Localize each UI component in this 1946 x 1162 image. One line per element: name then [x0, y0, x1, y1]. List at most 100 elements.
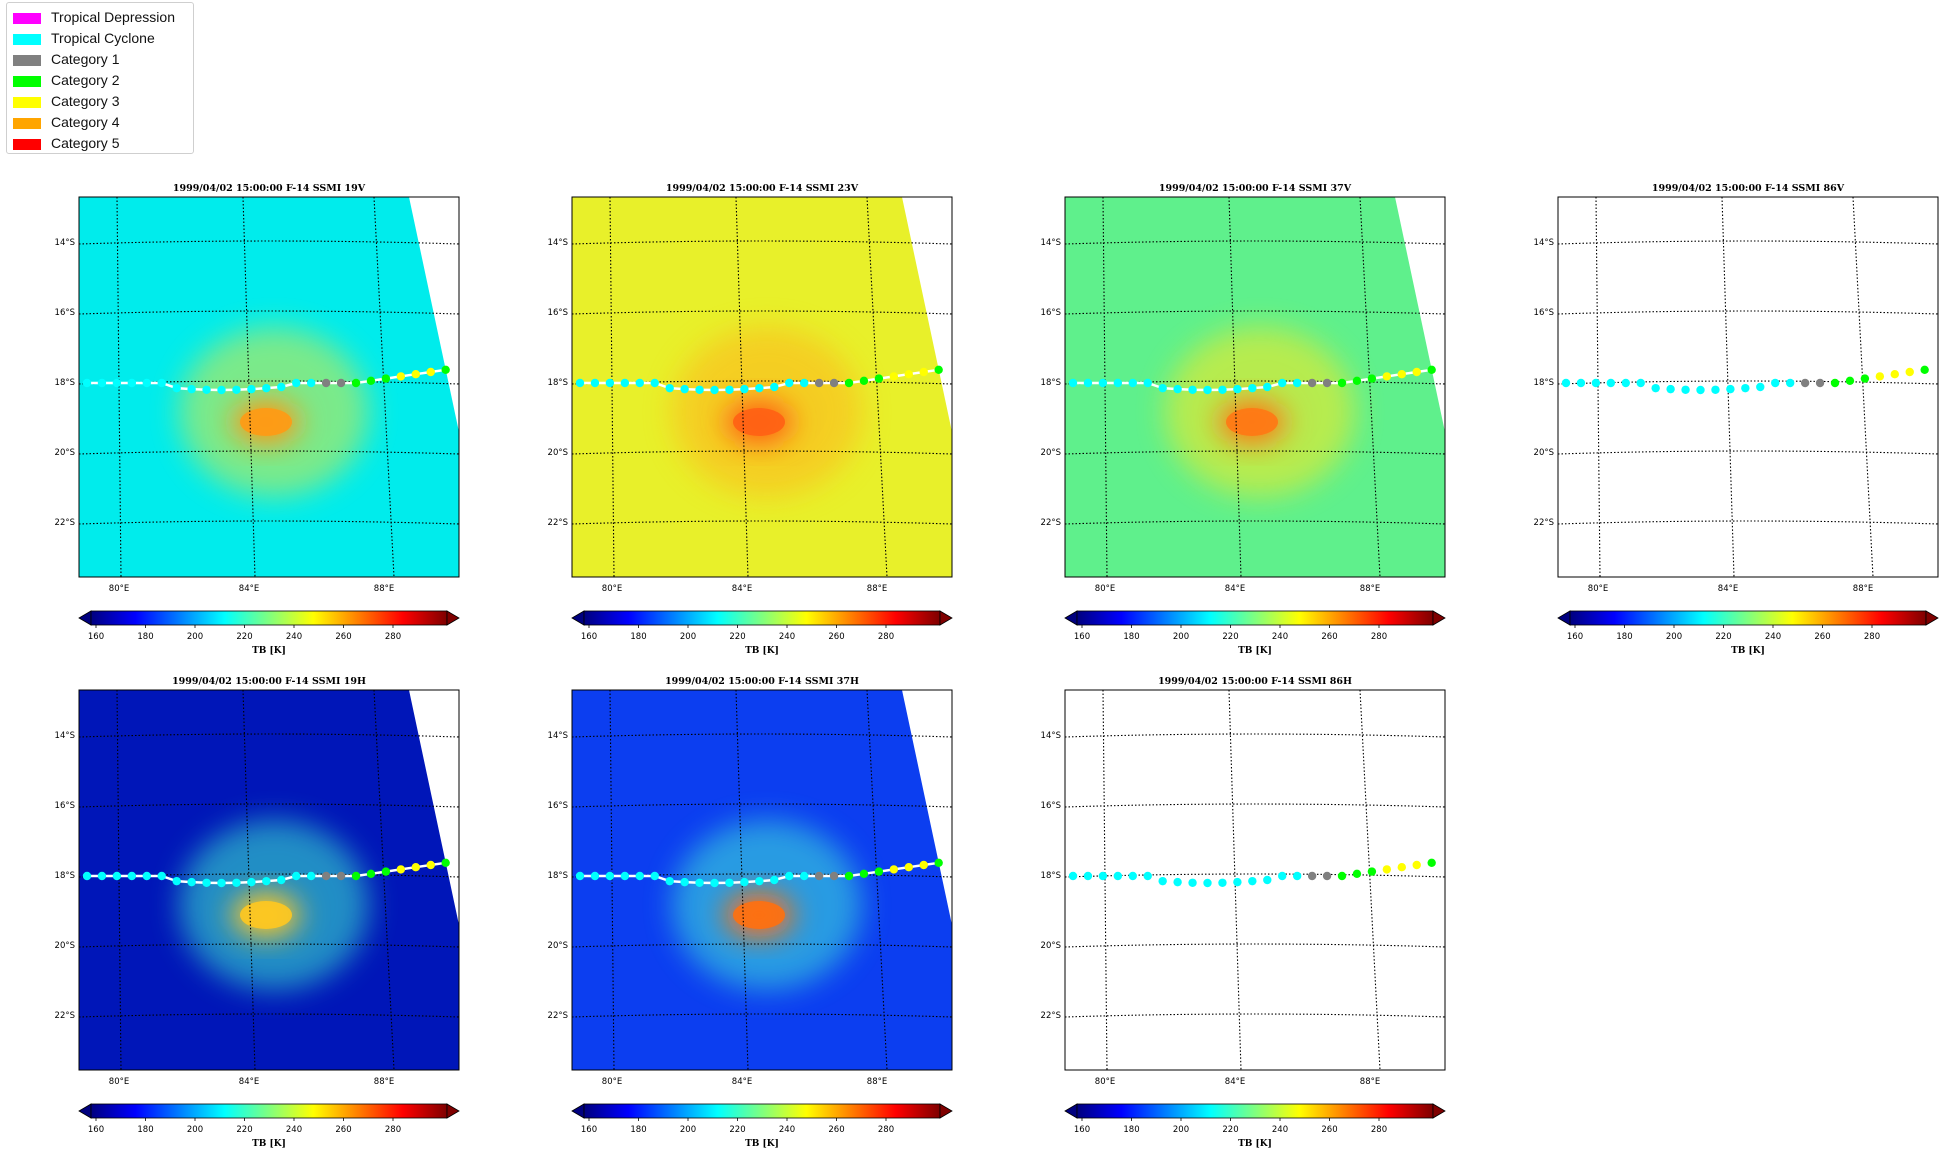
colorbar-tick-label: 260: [828, 632, 844, 642]
colorbar-tick-label: 280: [878, 632, 894, 642]
track-point: [919, 860, 928, 870]
colorbar-tick-label: 220: [236, 1125, 252, 1135]
lat-tick-label: 14°S: [1534, 238, 1554, 248]
track-point: [1128, 871, 1137, 881]
colorbar-label: TB [K]: [745, 646, 779, 656]
lat-tick-label: 22°S: [548, 1011, 568, 1021]
parallel-line: [79, 943, 459, 948]
lat-tick-label: 18°S: [1041, 378, 1061, 388]
track-point: [202, 385, 211, 394]
parallel-line: [1065, 1013, 1445, 1018]
parallel-line: [79, 310, 459, 315]
track-point: [1561, 378, 1571, 388]
track-point: [814, 871, 824, 881]
track-point: [1068, 378, 1078, 388]
track-point: [605, 378, 615, 388]
track-point: [665, 383, 674, 393]
lat-tick-label: 22°S: [1041, 1011, 1061, 1021]
track-point: [1158, 876, 1167, 886]
track-point: [112, 378, 122, 388]
legend-label: Category 2: [51, 72, 120, 88]
lat-tick-label: 18°S: [55, 378, 75, 388]
track-point: [785, 871, 794, 881]
colorbar-tick-label: 160: [88, 632, 104, 642]
track-point: [1292, 378, 1302, 388]
colorbar-tick-label: 240: [1272, 632, 1288, 642]
colorbar-label: TB [K]: [252, 646, 286, 656]
colorbar-label: TB [K]: [1238, 646, 1272, 656]
meridian-line: [1102, 690, 1108, 1070]
track-point: [1098, 378, 1108, 388]
lat-tick-label: 22°S: [55, 1011, 75, 1021]
map-frame: [1064, 196, 1446, 578]
track-point: [1830, 378, 1840, 388]
track-point: [411, 863, 420, 872]
track-point: [381, 374, 391, 383]
lon-tick-label: 88°E: [1853, 584, 1873, 594]
track-point: [336, 378, 346, 388]
map-frame: [571, 196, 953, 578]
lat-tick-label: 22°S: [1534, 518, 1554, 528]
colorbar-max-arrow: [446, 610, 460, 626]
legend-swatch: [13, 118, 41, 129]
track-point: [755, 383, 764, 393]
track-point: [829, 378, 839, 388]
legend-swatch: [13, 34, 41, 45]
colorbar-tick-label: 160: [88, 1125, 104, 1135]
track-point: [1696, 385, 1705, 395]
parallel-line: [1065, 733, 1445, 738]
lat-tick-label: 14°S: [1041, 731, 1061, 741]
colorbar-tick-label: 200: [187, 632, 203, 642]
track-point: [770, 382, 779, 392]
colorbar: [1076, 1103, 1434, 1119]
track-point: [1188, 878, 1197, 887]
lat-tick-label: 20°S: [55, 941, 75, 951]
track-point: [351, 871, 361, 881]
track-point: [1726, 384, 1735, 394]
track-point: [292, 378, 301, 388]
lat-tick-label: 16°S: [55, 308, 75, 318]
colorbar-tick-label: 220: [1222, 1125, 1238, 1135]
track-point: [321, 378, 331, 388]
track-point: [292, 871, 301, 881]
colorbar-tick-label: 260: [335, 1125, 351, 1135]
parallel-line: [79, 240, 459, 245]
meridian-line: [1359, 690, 1381, 1070]
track-point: [157, 378, 166, 388]
legend-label: Category 1: [51, 51, 120, 67]
lon-tick-label: 80°E: [109, 584, 129, 594]
track-point: [1397, 863, 1406, 872]
track-point: [157, 871, 166, 881]
track-point: [799, 871, 809, 881]
track-point: [1636, 378, 1645, 388]
track-point: [217, 385, 226, 395]
track-point: [426, 367, 435, 377]
colorbar-tick-label: 240: [286, 1125, 302, 1135]
track-point: [1651, 383, 1660, 393]
colorbar-tick-label: 280: [878, 1125, 894, 1135]
storm-eye: [240, 901, 292, 929]
legend-label: Category 4: [51, 114, 120, 130]
lon-tick-label: 80°E: [1095, 1077, 1115, 1087]
lat-tick-label: 16°S: [548, 801, 568, 811]
colorbar-tick-label: 200: [680, 632, 696, 642]
track-point: [1307, 378, 1317, 388]
track-point: [1681, 385, 1690, 394]
lon-tick-label: 80°E: [602, 1077, 622, 1087]
lat-tick-label: 20°S: [1041, 448, 1061, 458]
colorbar-min-arrow: [1064, 1103, 1078, 1119]
map-panel-7: 1999/04/02 15:00:00 F-14 SSMI 86H 14°S 16°…: [1041, 676, 1446, 1149]
track-point: [1263, 382, 1272, 392]
track-point: [814, 378, 824, 388]
colorbar-max-arrow: [1432, 1103, 1446, 1119]
parallel-line: [572, 803, 952, 808]
colorbar-tick-label: 200: [1173, 1125, 1189, 1135]
track-point: [202, 878, 211, 887]
lon-tick-label: 84°E: [1225, 584, 1245, 594]
lat-tick-label: 20°S: [548, 448, 568, 458]
parallel-line: [572, 380, 952, 385]
track-point: [187, 384, 196, 394]
map-panel-6: 1999/04/02 15:00:00 F-14 SSMI 37H 14°S 16°…: [548, 676, 953, 1149]
track-point: [336, 871, 346, 881]
track-point: [1248, 876, 1257, 886]
